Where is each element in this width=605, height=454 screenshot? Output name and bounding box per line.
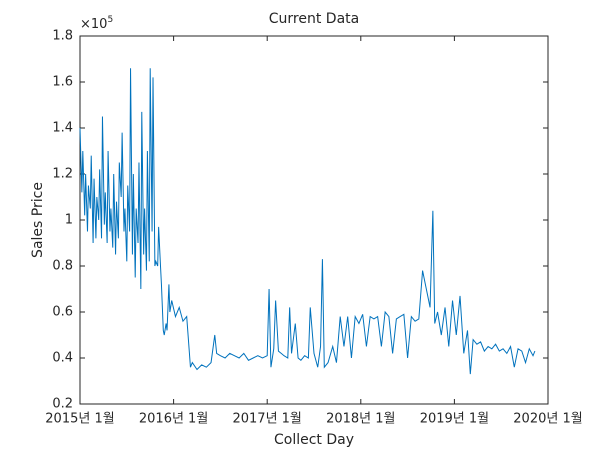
plot-area [79,35,549,405]
y-tick-label: 0.6 [52,305,73,320]
y-multiplier: ×105 [80,15,113,32]
y-tick-label: 0.4 [52,351,73,366]
chart-title: Current Data [269,11,359,27]
x-tick-label: 2019년 1월 [420,412,489,427]
y-tick-label: 1.2 [52,167,73,182]
x-tick-label: 2016년 1월 [139,412,208,427]
x-tick-label: 2015년 1월 [45,412,114,427]
x-axis-label: Collect Day [274,432,354,448]
y-tick-label: 0.8 [52,259,73,274]
x-tick-label: 2020년 1월 [513,412,582,427]
y-tick-label: 1.6 [52,75,73,90]
y-axis-label: Sales Price [30,182,46,258]
data-line [79,68,536,375]
x-tick-label: 2017년 1월 [232,412,301,427]
y-tick-label: 1.4 [52,121,73,136]
y-tick-label: 0.2 [52,397,73,412]
multiplier-exponent: 5 [107,15,113,25]
x-tick-label: 2018년 1월 [326,412,395,427]
y-tick-label: 1 [65,213,73,228]
multiplier-base: ×10 [80,17,107,32]
y-tick-label: 1.8 [52,29,73,44]
